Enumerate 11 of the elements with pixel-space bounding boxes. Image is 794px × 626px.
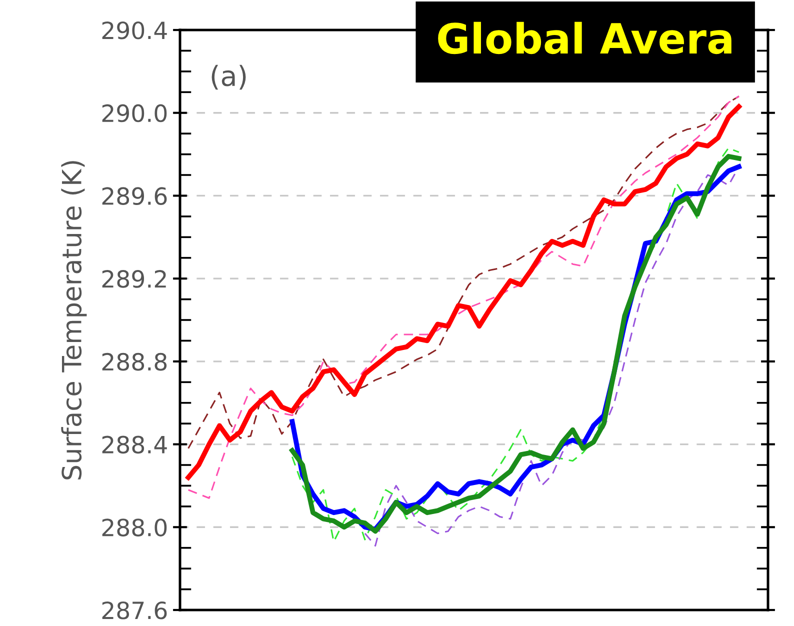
y-tick-label: 290.0 [102, 104, 167, 122]
y-tick-label: 289.6 [102, 187, 167, 206]
y-tick-label: 290.4 [102, 21, 167, 40]
y-tick-label: 289.2 [102, 270, 166, 288]
y-tick-label: 288.4 [102, 436, 167, 454]
y-tick-label: 288.0 [102, 518, 167, 536]
y-axis-title: Surface Temperature (K) [61, 161, 87, 480]
chart-title: Global Avera [438, 22, 732, 54]
y-tick-label: 288.8 [102, 352, 167, 371]
annotation: (a) [212, 64, 246, 90]
y-tick-label: 287.6 [102, 601, 167, 620]
